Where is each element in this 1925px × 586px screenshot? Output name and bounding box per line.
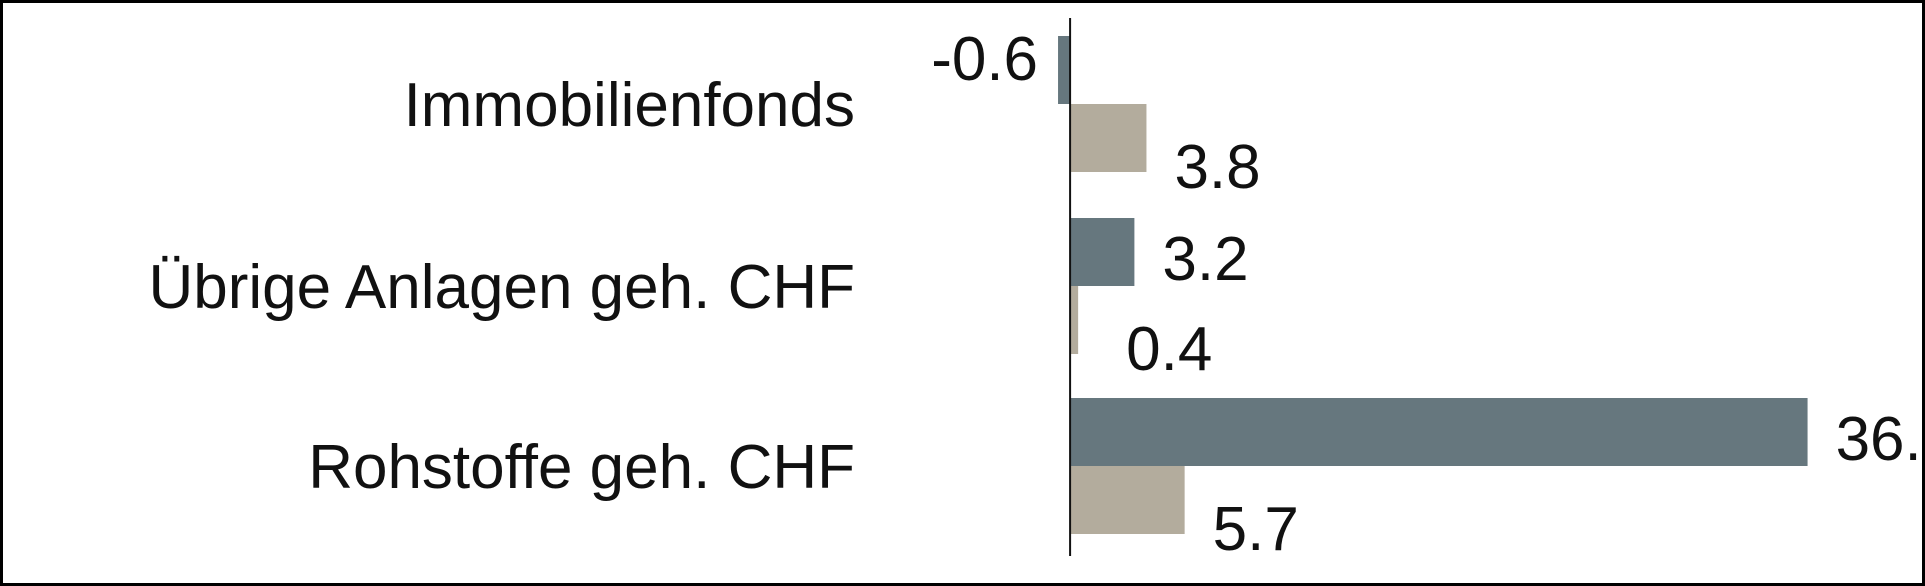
bar-immobilienfonds-series-1 <box>1058 36 1071 104</box>
category-label-rohstoffe-geh-chf: Rohstoffe geh. CHF <box>308 433 855 502</box>
bar-rohstoffe-geh-chf-series-1 <box>1070 398 1808 466</box>
bar-uebrige-anlagen-geh-chf-series-2 <box>1070 286 1079 354</box>
bar-uebrige-anlagen-geh-chf-series-1 <box>1070 218 1135 286</box>
bar-immobilienfonds-series-2 <box>1070 104 1147 172</box>
value-label-uebrige-anlagen-geh-chf-series-2: 0.4 <box>1126 315 1212 384</box>
category-label-immobilienfonds: Immobilienfonds <box>404 71 855 140</box>
bar-rohstoffe-geh-chf-series-2 <box>1070 466 1185 534</box>
value-label-rohstoffe-geh-chf-series-2: 5.7 <box>1213 495 1299 564</box>
category-label-uebrige-anlagen-geh-chf: Übrige Anlagen geh. CHF <box>148 253 855 322</box>
value-label-uebrige-anlagen-geh-chf-series-1: 3.2 <box>1162 225 1248 294</box>
value-label-immobilienfonds-series-2: 3.8 <box>1174 133 1260 202</box>
value-label-rohstoffe-geh-chf-series-1: 36.7 <box>1836 405 1925 474</box>
value-label-immobilienfonds-series-1: -0.6 <box>931 25 1038 94</box>
